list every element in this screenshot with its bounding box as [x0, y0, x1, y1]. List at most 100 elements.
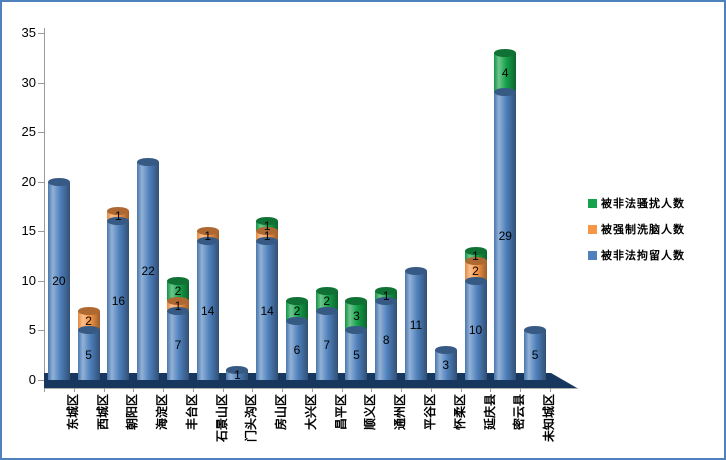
y-axis-tick-label: 15 — [21, 223, 36, 239]
bar-segment-被非法拘留人数 — [196, 237, 219, 380]
x-axis-label: 密云县 — [512, 394, 527, 431]
bar-segment-被非法拘留人数 — [137, 157, 160, 380]
bar-segment-被非法拘留人数 — [464, 276, 487, 380]
cylinder-cap — [494, 48, 517, 57]
bar-segment-被非法拘留人数 — [315, 306, 338, 380]
data-label: 10 — [468, 323, 483, 338]
y-axis-tick — [38, 280, 44, 282]
data-label: 11 — [409, 318, 423, 333]
cylinder-cap — [256, 217, 279, 226]
bar-segment-被强制洗脑人数 — [464, 257, 487, 281]
data-label: 2 — [174, 283, 182, 298]
bar-segment-被非法拘留人数 — [375, 296, 398, 380]
legend-item: 被非法拘留人数 — [588, 247, 685, 263]
x-axis-tick — [133, 388, 135, 392]
cylinder-cap — [345, 296, 368, 305]
cylinder-cap — [47, 177, 70, 186]
bar-segment-被强制洗脑人数 — [196, 227, 219, 242]
x-axis-label: 昌平区 — [333, 394, 348, 431]
legend-swatch — [588, 250, 597, 260]
cylinder-cap — [285, 296, 308, 305]
y-axis-tick-label: 5 — [28, 322, 36, 338]
data-label: 2 — [472, 263, 479, 278]
bar-segment-被非法拘留人数 — [226, 366, 249, 380]
y-axis-tick — [38, 82, 44, 84]
data-label: 14 — [260, 303, 274, 318]
x-axis-tick — [520, 388, 522, 392]
legend: 被非法骚扰人数被强制洗脑人数被非法拘留人数 — [588, 195, 685, 273]
cylinder-cap — [494, 88, 517, 97]
x-axis-tick — [252, 388, 254, 392]
bar-segment-被非法拘留人数 — [47, 177, 70, 380]
x-axis-label: 未知城区 — [542, 394, 557, 443]
cylinder-cap — [196, 227, 219, 236]
data-label: 1 — [234, 368, 241, 383]
data-label: 29 — [498, 229, 512, 244]
data-label: 2 — [293, 303, 301, 318]
data-label: 2 — [323, 293, 331, 308]
bar-segment-被非法拘留人数 — [405, 266, 427, 380]
y-axis-tick-label: 30 — [21, 74, 36, 90]
cylinder-cap — [166, 296, 189, 305]
y-axis-tick — [38, 380, 44, 381]
data-label: 7 — [323, 338, 331, 353]
bar-segment-被强制洗脑人数 — [107, 207, 130, 222]
legend-item: 被强制洗脑人数 — [588, 221, 685, 237]
x-axis-label: 门头沟区 — [244, 394, 259, 443]
data-label: 1 — [382, 288, 390, 303]
x-axis-label: 丰台区 — [184, 394, 199, 431]
x-axis-tick — [460, 388, 462, 392]
data-label: 6 — [293, 343, 301, 358]
x-axis-tick — [401, 388, 403, 392]
y-axis-tick-label: 10 — [21, 272, 36, 288]
bar-segment-被非法拘留人数 — [256, 237, 279, 380]
bar-segment-被非法拘留人数 — [524, 326, 547, 380]
legend-label: 被非法拘留人数 — [601, 250, 685, 262]
x-axis-label: 平谷区 — [423, 394, 437, 431]
legend-swatch — [588, 198, 597, 208]
bar-segment-被非法拘留人数 — [494, 88, 517, 380]
data-label: 14 — [200, 303, 215, 318]
y-axis-tick — [38, 33, 44, 34]
x-axis-tick — [192, 388, 194, 392]
cylinder-cap — [464, 276, 487, 285]
x-axis-tick — [73, 388, 75, 392]
data-label: 16 — [111, 293, 126, 308]
cylinder-cap — [107, 217, 130, 226]
y-axis-tick-label: 0 — [28, 372, 36, 387]
bar-segment-被强制洗脑人数 — [166, 296, 189, 311]
cylinder-cap — [345, 326, 368, 335]
x-axis-tick — [371, 388, 373, 392]
cylinder-cap — [77, 306, 100, 315]
y-axis-tick-label: 20 — [21, 173, 36, 189]
data-label: 5 — [353, 348, 360, 363]
cylinder-cap — [107, 207, 130, 216]
data-label: 1 — [263, 219, 271, 234]
data-label: 1 — [263, 229, 271, 244]
y-axis-line — [44, 28, 45, 389]
x-axis-label: 大兴区 — [303, 394, 318, 431]
x-axis-tick — [282, 388, 284, 392]
legend-label: 被非法骚扰人数 — [601, 198, 685, 210]
data-label: 1 — [174, 298, 182, 313]
bar-segment-被非法骚扰人数 — [345, 296, 368, 331]
data-label: 1 — [204, 229, 212, 244]
legend-swatch — [588, 224, 597, 234]
cylinder-cap — [405, 266, 427, 275]
bar-segment-被非法骚扰人数 — [166, 276, 189, 301]
cylinder-cap — [285, 316, 308, 325]
data-label: 1 — [472, 249, 479, 264]
data-label: 3 — [442, 358, 450, 373]
data-label: 7 — [174, 338, 182, 353]
x-axis-tick — [490, 388, 492, 392]
x-axis-label: 延庆县 — [482, 394, 497, 431]
bar-segment-被非法拘留人数 — [285, 316, 308, 380]
data-label: 5 — [531, 348, 539, 363]
y-axis-tick — [38, 330, 44, 332]
bar-segment-被非法骚扰人数 — [375, 286, 398, 301]
cylinder-cap — [166, 276, 189, 285]
y-axis-tick-label: 25 — [21, 124, 36, 140]
bar-segment-被非法骚扰人数 — [494, 48, 517, 93]
cylinder-cap — [464, 257, 487, 266]
